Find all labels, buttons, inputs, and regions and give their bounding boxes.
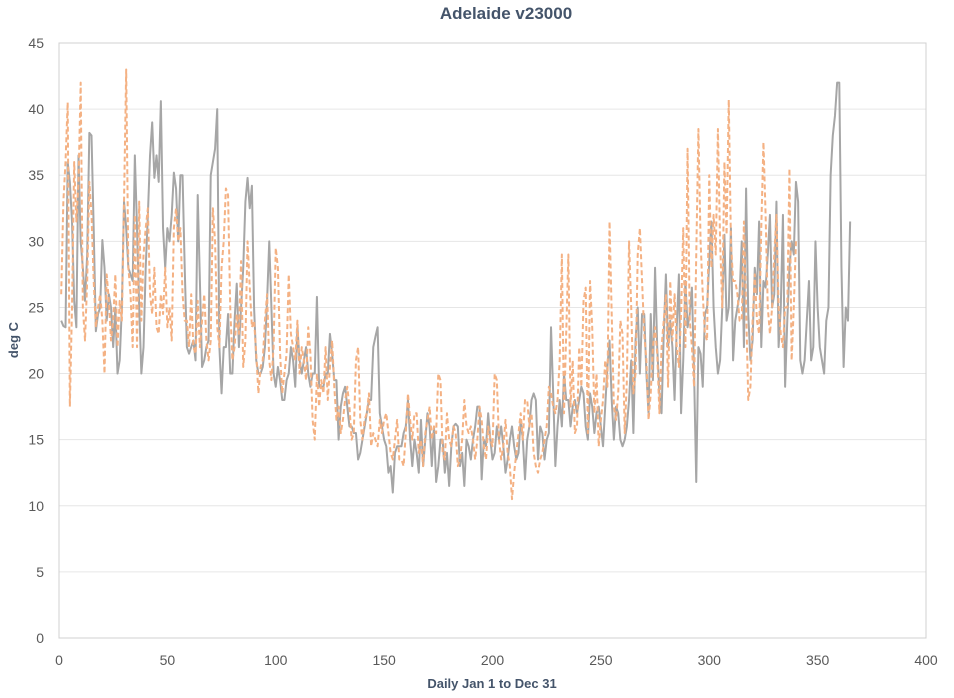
y-axis-label: deg C [6, 321, 21, 358]
x-tick-label: 250 [589, 652, 613, 668]
y-tick-label: 30 [28, 233, 44, 249]
y-tick-label: 20 [28, 366, 44, 382]
y-tick-label: 35 [28, 167, 44, 183]
y-tick-label: 15 [28, 432, 44, 448]
plot-area [58, 42, 927, 639]
x-tick-label: 100 [264, 652, 288, 668]
x-tick-label: 200 [481, 652, 505, 668]
x-tick-label: 350 [806, 652, 830, 668]
chart-title: Adelaide v23000 [440, 4, 572, 23]
x-tick-label: 150 [372, 652, 396, 668]
y-tick-label: 45 [28, 35, 44, 51]
x-tick-label: 300 [698, 652, 722, 668]
x-axis-label: Daily Jan 1 to Dec 31 [427, 676, 556, 691]
series-layer [60, 68, 852, 501]
y-axis-ticks: 0 5 10 15 20 25 30 35 40 45 [28, 35, 44, 646]
x-tick-label: 50 [160, 652, 176, 668]
y-tick-label: 10 [28, 498, 44, 514]
series-line-1 [60, 81, 852, 494]
x-tick-label: 0 [55, 652, 63, 668]
y-tick-label: 25 [28, 299, 44, 315]
y-tick-label: 0 [36, 630, 44, 646]
x-axis-ticks: 0 50 100 150 200 250 300 350 400 [55, 652, 938, 668]
series-line-2 [60, 68, 797, 501]
x-tick-label: 400 [914, 652, 938, 668]
y-tick-label: 40 [28, 101, 44, 117]
y-tick-label: 5 [36, 564, 44, 580]
